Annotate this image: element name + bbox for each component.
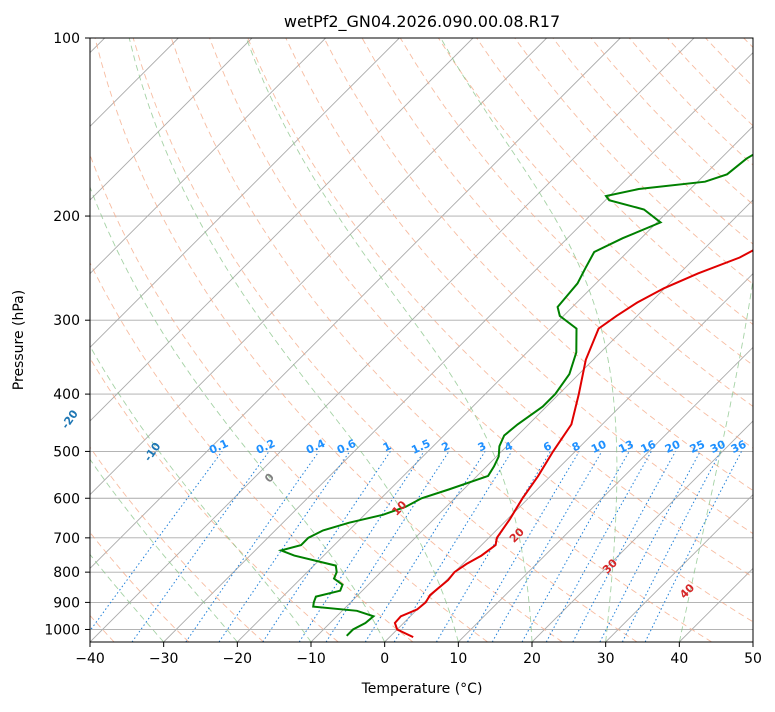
- y-tick-label: 900: [53, 595, 80, 611]
- y-tick-label: 100: [53, 31, 80, 47]
- x-tick-label: 30: [597, 651, 615, 667]
- y-tick-label: 1000: [44, 622, 80, 638]
- x-tick-label: 0: [380, 651, 389, 667]
- x-tick-label: 40: [670, 651, 688, 667]
- y-tick-label: 800: [53, 565, 80, 581]
- x-tick-label: −20: [223, 651, 253, 667]
- x-tick-label: −40: [75, 651, 105, 667]
- y-tick-label: 400: [53, 387, 80, 403]
- x-axis-label: Temperature (°C): [361, 681, 483, 697]
- y-tick-label: 200: [53, 209, 80, 225]
- y-tick-label: 300: [53, 313, 80, 329]
- y-tick-label: 500: [53, 444, 80, 460]
- x-tick-label: −30: [149, 651, 179, 667]
- y-tick-label: 600: [53, 491, 80, 507]
- y-axis-label: Pressure (hPa): [11, 290, 27, 390]
- x-tick-label: 50: [744, 651, 762, 667]
- y-tick-label: 700: [53, 531, 80, 547]
- x-tick-label: −10: [296, 651, 326, 667]
- x-tick-label: 10: [449, 651, 467, 667]
- x-tick-label: 20: [523, 651, 541, 667]
- chart-title: wetPf2_GN04.2026.090.00.08.R17: [284, 12, 560, 32]
